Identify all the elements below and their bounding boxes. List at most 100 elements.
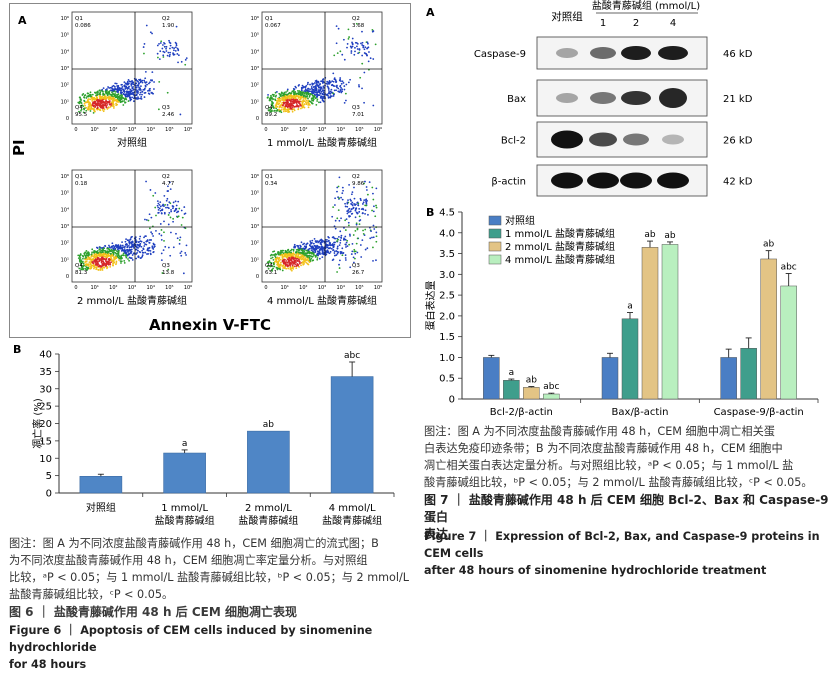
flow-event [344, 205, 347, 208]
flow-event [115, 261, 118, 264]
flow-event [119, 91, 122, 94]
flow-event [354, 229, 357, 232]
flow-plot: 10⁶ 10⁵ 10⁴ 10³ 10² 10¹ 00 10¹ 10² 10³ 10⁴ 10⁵ 10⁶ Q1… [61, 11, 193, 133]
flow-event [350, 50, 353, 52]
flow-event [117, 85, 120, 87]
flow-event [149, 189, 152, 191]
flow-event [298, 247, 301, 250]
flow-event [289, 268, 292, 271]
flow-event [113, 257, 116, 260]
flow-event [291, 106, 294, 109]
flow-event [139, 240, 142, 242]
flow-event [125, 82, 128, 85]
flow-event [356, 48, 359, 50]
flow-x-tick: 10² [299, 127, 307, 133]
flow-event [167, 51, 170, 54]
flow-event [361, 30, 363, 33]
flow-event [283, 106, 285, 108]
flow-event [316, 240, 319, 243]
flow-event [300, 257, 302, 260]
flow-event [289, 255, 292, 258]
flow-event [128, 93, 131, 96]
flow-event [289, 258, 292, 261]
flow-event [297, 101, 300, 103]
flow-event [281, 249, 284, 252]
flow-event [372, 192, 374, 195]
flow-event [304, 257, 307, 259]
q4-value: 63.1 [265, 270, 277, 276]
flow-event [275, 258, 278, 261]
flow-event [185, 57, 188, 60]
q2-label: Q2 [352, 16, 360, 22]
flow-event [290, 94, 292, 96]
flow-event [349, 45, 352, 48]
flow-event [164, 203, 167, 206]
blot-row: Bcl-2 26 kD [501, 121, 753, 158]
flow-event [329, 96, 332, 99]
legend-label: 对照组 [505, 214, 535, 227]
flow-event [103, 252, 106, 255]
flow-event [161, 47, 164, 50]
flow-event [121, 83, 123, 86]
flow-event [269, 265, 272, 268]
q1-value: 0.086 [75, 23, 91, 29]
flow-event [329, 241, 331, 244]
flow-event [349, 266, 352, 269]
flow-event [149, 252, 152, 255]
flow-event [292, 252, 295, 254]
flow-event [168, 39, 170, 42]
flow-event [102, 93, 104, 96]
flow-event [319, 253, 321, 255]
significance-label: abc [344, 351, 360, 361]
blot-size-label: 26 kD [723, 136, 753, 147]
flow-event [132, 88, 135, 91]
flow-event [89, 262, 92, 265]
flow-event [106, 266, 108, 268]
flow-event [172, 53, 175, 56]
flow-event [129, 90, 132, 93]
flow-event [165, 50, 168, 52]
significance-label: ab [763, 240, 775, 250]
bar [163, 452, 206, 494]
flow-event [124, 245, 126, 248]
flow-event [363, 182, 365, 185]
flow-event [137, 247, 139, 249]
flow-event [83, 108, 86, 111]
flow-event [372, 259, 374, 262]
flow-event [312, 248, 314, 251]
q4-label: Q4 [265, 105, 273, 111]
flow-event [80, 266, 83, 269]
flow-event [176, 216, 179, 219]
flow-event [336, 245, 339, 248]
flow-event [96, 93, 99, 96]
flow-event [268, 106, 270, 109]
flow-event [281, 92, 284, 94]
flow-event [336, 217, 339, 220]
flow-event [184, 58, 187, 61]
flow-event [145, 180, 147, 183]
flow-event [291, 95, 294, 98]
x-tick-label: 4 mmol/L [329, 503, 376, 514]
flow-event [124, 240, 127, 243]
flow-event [158, 232, 161, 235]
flow-event [341, 53, 344, 56]
flow-event [106, 108, 109, 110]
y-tick-label: 40 [39, 350, 52, 361]
flow-event [340, 82, 343, 85]
flow-event [87, 263, 90, 266]
flow-event [91, 97, 94, 100]
flow-event [371, 209, 373, 212]
flow-event [146, 83, 148, 86]
flow-event [135, 245, 138, 248]
flow-event [93, 256, 96, 259]
flow-event [374, 215, 377, 218]
flow-event [143, 88, 146, 91]
flow-event [309, 251, 312, 254]
flow-event [279, 263, 282, 266]
flow-event [167, 207, 170, 210]
flow-event [321, 240, 323, 242]
flow-event [160, 238, 163, 241]
flow-event [102, 103, 104, 106]
flow-event [132, 97, 135, 100]
q4-label: Q4 [75, 105, 83, 111]
